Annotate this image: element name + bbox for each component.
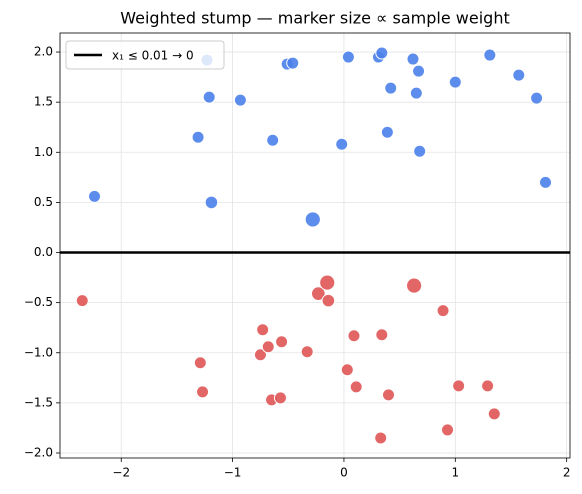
- chart-title: Weighted stump — marker size ∝ sample we…: [120, 9, 510, 28]
- point: [406, 52, 420, 66]
- point: [204, 195, 219, 210]
- point: [196, 385, 210, 399]
- point: [191, 130, 205, 144]
- point: [483, 48, 497, 62]
- point: [481, 379, 495, 393]
- plot-frame: [59, 32, 571, 459]
- point: [487, 407, 501, 421]
- point: [261, 340, 275, 354]
- point: [409, 86, 423, 100]
- x-tick-label: 1: [451, 466, 459, 480]
- point: [202, 90, 216, 104]
- legend-label: x₁ ≤ 0.01 → 0: [112, 49, 194, 63]
- point: [349, 380, 363, 394]
- point: [406, 277, 423, 294]
- y-tick-label: 1.5: [34, 95, 53, 109]
- x-tick-label: −1: [224, 466, 242, 480]
- point: [436, 304, 450, 318]
- point: [300, 345, 314, 359]
- point: [412, 64, 426, 78]
- y-tick-label: −1.0: [24, 345, 53, 359]
- x-tick-label: 2: [563, 466, 571, 480]
- point: [448, 75, 462, 89]
- y-tick-label: 2.0: [34, 45, 53, 59]
- point: [375, 328, 389, 342]
- legend-box: [65, 40, 225, 70]
- point: [340, 363, 354, 377]
- x-tick-label: 0: [340, 466, 348, 480]
- point: [310, 286, 326, 301]
- point: [530, 91, 544, 105]
- y-tick-label: −0.5: [24, 295, 53, 309]
- point: [75, 294, 89, 308]
- x-tick-label: −2: [112, 466, 130, 480]
- point: [88, 189, 102, 203]
- point: [512, 68, 526, 82]
- point: [304, 211, 321, 228]
- point: [321, 293, 336, 308]
- point: [273, 391, 287, 405]
- point: [233, 93, 247, 107]
- y-tick-label: −2.0: [24, 445, 53, 459]
- legend: x₁ ≤ 0.01 → 0: [65, 40, 225, 70]
- point: [286, 56, 300, 70]
- point: [193, 356, 207, 370]
- point: [253, 348, 267, 362]
- point: [341, 50, 355, 64]
- point: [374, 431, 388, 445]
- point: [452, 379, 466, 393]
- y-tick-label: 0.5: [34, 195, 53, 209]
- point: [319, 274, 336, 291]
- point: [380, 125, 394, 139]
- point: [441, 423, 455, 437]
- y-tick-label: −1.5: [24, 395, 53, 409]
- point: [384, 81, 398, 95]
- point: [413, 144, 427, 158]
- y-tick-label: 0.0: [34, 245, 53, 259]
- point: [275, 335, 289, 349]
- point: [381, 388, 395, 402]
- point: [375, 46, 389, 60]
- point: [266, 133, 280, 147]
- point: [539, 175, 553, 189]
- point: [347, 329, 361, 343]
- point: [335, 137, 349, 151]
- y-tick-label: 1.0: [34, 145, 53, 159]
- point: [256, 323, 270, 337]
